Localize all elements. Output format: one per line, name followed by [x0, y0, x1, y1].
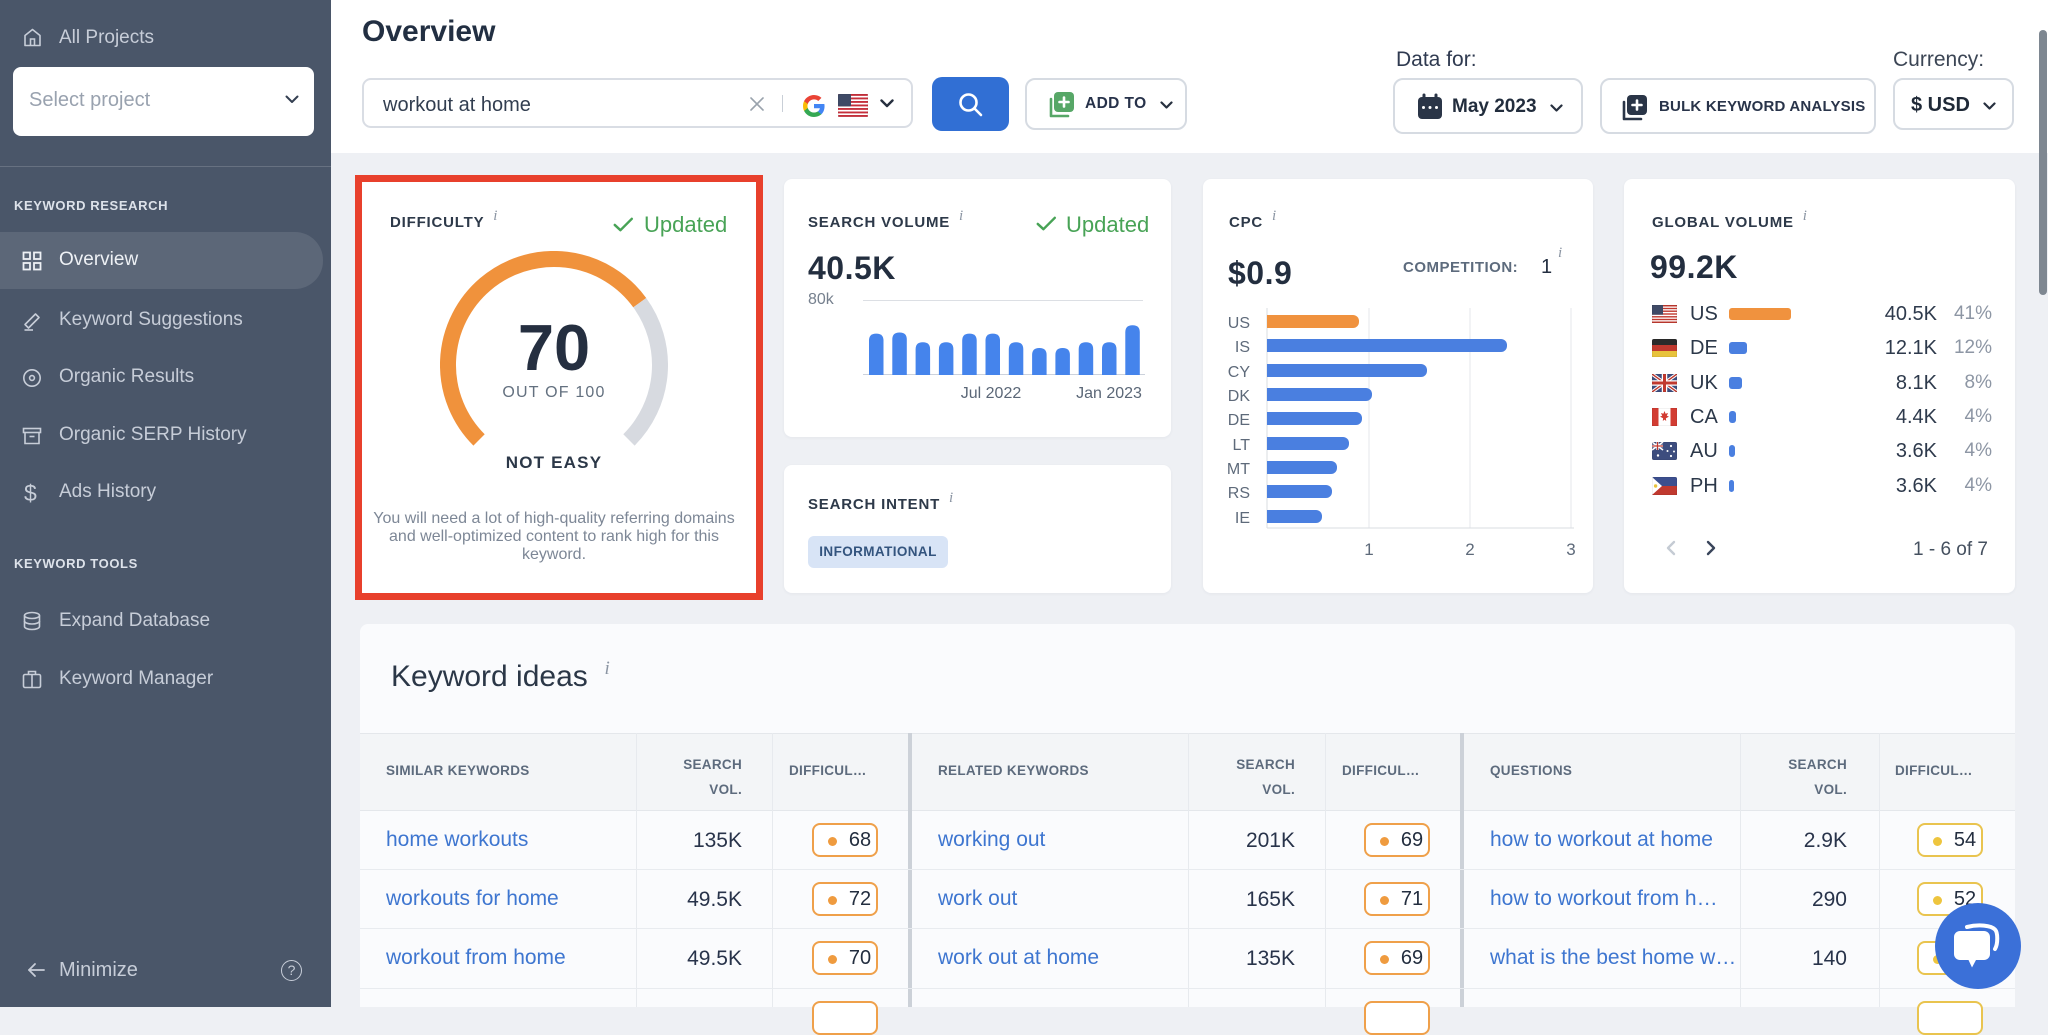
- svg-text:DE: DE: [1228, 412, 1250, 429]
- svg-text:3: 3: [1566, 540, 1575, 558]
- svg-text:US: US: [1228, 315, 1250, 332]
- svg-text:2: 2: [1465, 540, 1474, 558]
- svg-text:IE: IE: [1235, 510, 1250, 527]
- svg-text:CY: CY: [1228, 364, 1251, 381]
- svg-text:1: 1: [1364, 540, 1373, 558]
- svg-text:MT: MT: [1227, 461, 1250, 478]
- svg-text:RS: RS: [1228, 485, 1250, 502]
- svg-text:DK: DK: [1228, 388, 1251, 405]
- svg-text:LT: LT: [1233, 437, 1251, 454]
- svg-text:IS: IS: [1235, 339, 1250, 356]
